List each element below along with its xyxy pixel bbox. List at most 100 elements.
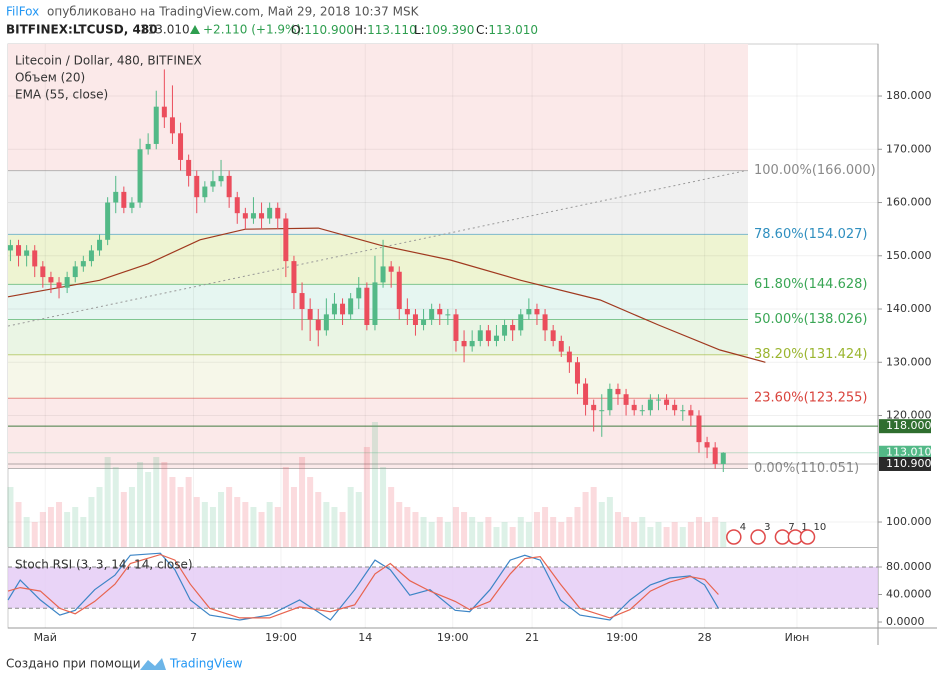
fib-band: [8, 234, 748, 285]
event-marker[interactable]: [726, 529, 742, 545]
volume-bar: [671, 522, 678, 547]
volume-bar: [64, 512, 71, 547]
volume-bar: [201, 502, 208, 547]
candle-body: [461, 340, 467, 347]
volume-bar: [477, 522, 484, 547]
event-marker[interactable]: [774, 529, 791, 545]
volume-bar: [663, 527, 670, 547]
volume-bar: [704, 522, 711, 547]
ohlc-field: O:110.900: [291, 23, 354, 37]
candle-body: [307, 309, 313, 320]
volume-bar: [258, 512, 265, 547]
candle-body: [404, 309, 410, 315]
candle-body: [226, 175, 232, 198]
volume-bar: [542, 507, 549, 547]
candle-body: [688, 410, 694, 416]
volume-bar: [687, 522, 694, 547]
volume-bar: [485, 517, 492, 547]
author[interactable]: FilFox: [6, 5, 39, 19]
volume-bar: [371, 422, 378, 547]
volume-bar: [420, 517, 427, 547]
y-tick-label: 80.0000: [886, 560, 932, 573]
candle-body: [186, 159, 192, 176]
candle-body: [429, 309, 435, 320]
candle-body: [323, 314, 329, 331]
candle-body: [534, 309, 540, 315]
volume-bar: [331, 507, 338, 547]
last-price: 113.010: [140, 23, 190, 37]
volume-bar: [323, 502, 330, 547]
candle-body: [388, 266, 394, 272]
volume-bar: [493, 527, 500, 547]
candle-body: [664, 399, 670, 405]
volume-bar: [574, 507, 581, 547]
volume-bar: [274, 507, 281, 547]
volume-bar: [23, 517, 30, 547]
candle-body: [477, 330, 483, 341]
volume-bar: [606, 497, 613, 547]
ohlc-key: H:: [354, 23, 367, 37]
candle-body: [275, 207, 281, 219]
candle-body: [72, 266, 78, 278]
volume-bar: [80, 517, 87, 547]
event-marker[interactable]: [750, 529, 766, 545]
brand[interactable]: TradingView: [169, 657, 243, 671]
volume-bar: [623, 517, 630, 547]
event-marker[interactable]: [799, 529, 816, 545]
volume-bar: [39, 512, 46, 547]
volume-bar: [363, 447, 370, 547]
candle-body: [493, 335, 499, 341]
fib-band: [8, 170, 748, 235]
volume-bar: [315, 492, 322, 547]
y-tick-label: 120.000: [886, 409, 932, 422]
price-label: 113.010: [886, 446, 932, 459]
volume-bar: [655, 522, 662, 547]
candle-body: [283, 218, 289, 262]
price-label: 110.900: [886, 457, 932, 470]
volume-bar: [339, 512, 346, 547]
volume-bar: [550, 517, 557, 547]
event-label: 4: [740, 522, 746, 533]
candle-body: [396, 271, 402, 310]
candle-body: [16, 245, 22, 256]
ohlc-field: L:109.390: [414, 23, 474, 37]
stoch-legend: Stoch RSI (3, 3, 14, 14, close): [15, 558, 193, 572]
ohlc-value: 109.390: [425, 23, 475, 37]
stoch-band: [8, 566, 878, 609]
fib-label: 61.80%(144.628): [754, 277, 867, 292]
brand-logo[interactable]: [140, 658, 166, 670]
candle-body: [574, 362, 580, 384]
volume-bar: [566, 517, 573, 547]
volume-bar: [404, 507, 411, 547]
fib-label: 50.00%(138.026): [754, 312, 867, 327]
volume-bar: [128, 487, 135, 547]
y-tick-label: 40.0000: [886, 588, 932, 601]
candle-body: [566, 351, 572, 363]
candle-body: [421, 319, 427, 326]
volume-bar: [461, 512, 468, 547]
ohlc-key: C:: [476, 23, 488, 37]
volume-bar: [72, 507, 79, 547]
candle-body: [80, 261, 86, 267]
candle-body: [250, 213, 256, 219]
volume-bar: [96, 487, 103, 547]
ohlc-key: O:: [291, 23, 304, 37]
candle-body: [696, 415, 702, 443]
candle-body: [704, 442, 710, 448]
candle-body: [129, 202, 135, 208]
event-label: 3: [764, 522, 770, 533]
volume-bar: [452, 507, 459, 547]
candle-body: [56, 282, 62, 288]
ohlc-field: H:113.110: [354, 23, 417, 37]
volume-bar: [396, 502, 403, 547]
volume-bar: [517, 517, 524, 547]
candle-body: [485, 330, 491, 341]
volume-bar: [226, 487, 233, 547]
candle-body: [412, 314, 418, 326]
candle-body: [364, 287, 370, 326]
volume-bar: [137, 462, 144, 547]
candle-body: [48, 277, 54, 283]
candle-body: [655, 399, 661, 401]
volume-bar: [388, 487, 395, 547]
